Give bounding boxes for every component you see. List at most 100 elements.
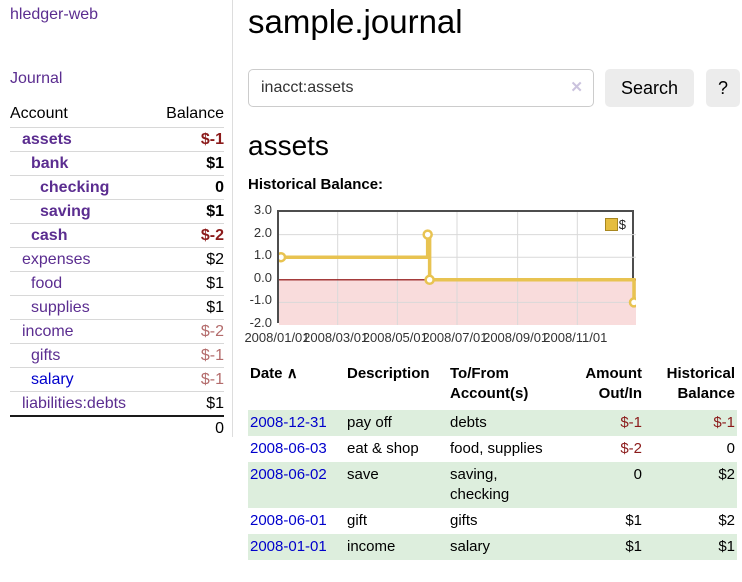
search-bar: ✕ Search ? — [248, 69, 740, 107]
chart-legend: $ — [604, 217, 626, 232]
transaction-description: save — [347, 466, 379, 483]
y-tick-label: 0.0 — [253, 269, 272, 285]
y-tick-label: 1.0 — [253, 247, 272, 263]
transaction-description: income — [347, 538, 396, 555]
account-balance: $1 — [206, 299, 224, 316]
col-balance: Historical Balance — [666, 365, 735, 402]
transaction-description: eat & shop — [347, 440, 419, 457]
register-row: 2008-12-31 pay off debts $-1 $-1 — [248, 410, 737, 436]
y-tick-label: 3.0 — [253, 202, 272, 217]
search-button[interactable]: Search — [604, 69, 694, 107]
account-balance: $1 — [206, 275, 224, 292]
x-tick-label: 2008/11/01 — [543, 330, 608, 345]
clear-search-icon[interactable]: ✕ — [570, 79, 583, 96]
transaction-description: pay off — [347, 414, 392, 431]
transaction-accounts: debts — [450, 414, 487, 431]
legend-label: $ — [618, 217, 626, 232]
account-link[interactable]: supplies — [31, 299, 90, 316]
transaction-amount: $-1 — [620, 414, 642, 431]
transaction-date-link[interactable]: 2008-01-01 — [250, 538, 327, 555]
transaction-accounts: salary — [450, 538, 491, 555]
account-row: liabilities:debts $1 — [10, 391, 224, 417]
transaction-date-link[interactable]: 2008-06-02 — [250, 466, 327, 483]
col-accounts: To/From Account(s) — [450, 365, 529, 402]
x-tick-label: 2008/07/01 — [422, 330, 488, 345]
account-link[interactable]: income — [22, 323, 74, 340]
account-balance: $-2 — [200, 227, 224, 244]
account-link[interactable]: salary — [31, 371, 74, 388]
account-link[interactable]: bank — [31, 155, 69, 172]
transaction-balance: 0 — [726, 440, 735, 457]
account-row: food $1 — [10, 271, 224, 296]
transaction-accounts: saving, checking — [450, 466, 510, 503]
account-balance: $1 — [206, 203, 224, 220]
accounts-header-row: Account Balance — [10, 102, 224, 128]
transaction-amount: 0 — [633, 466, 642, 483]
account-row: supplies $1 — [10, 295, 224, 320]
x-tick-label: 2008/03/01 — [303, 330, 369, 345]
accounts-total-value: 0 — [215, 420, 224, 437]
chart-title: Historical Balance: — [248, 176, 384, 193]
search-input[interactable] — [248, 69, 594, 107]
main-content: sample.journal ✕ Search ? assets Histori… — [244, 0, 740, 560]
x-tick-label: 2008/09/01 — [483, 330, 549, 345]
sidebar: hledger-web Journal Account Balance asse… — [0, 0, 233, 437]
y-tick-label: 2.0 — [253, 224, 272, 240]
register-row: 2008-06-02 save saving, checking 0 $2 — [248, 462, 737, 508]
transaction-date-link[interactable]: 2008-06-01 — [250, 512, 327, 529]
legend-swatch-icon — [604, 218, 618, 231]
accounts-total-row: 0 — [10, 416, 224, 440]
help-button[interactable]: ? — [705, 69, 740, 107]
account-row: expenses $2 — [10, 247, 224, 272]
transaction-amount: $-2 — [620, 440, 642, 457]
transaction-amount: $1 — [625, 538, 642, 555]
account-row: cash $-2 — [10, 223, 224, 248]
accounts-header-account: Account — [10, 105, 68, 122]
account-balance: $-1 — [200, 131, 224, 148]
accounts-table: Account Balance assets $-1 bank $1 checking 0… — [10, 102, 224, 440]
transaction-accounts: gifts — [450, 512, 478, 529]
transaction-date-link[interactable]: 2008-12-31 — [250, 414, 327, 431]
transaction-amount: $1 — [625, 512, 642, 529]
register-header-row: Date ∧ Description To/From Account(s) Am… — [248, 362, 737, 410]
app-title-link[interactable]: hledger-web — [10, 6, 99, 23]
register-row: 2008-06-01 gift gifts $1 $2 — [248, 508, 737, 534]
account-link[interactable]: cash — [31, 227, 68, 244]
account-balance: $-1 — [200, 347, 224, 364]
x-tick-label: 2008/05/01 — [362, 330, 428, 345]
account-link[interactable]: food — [31, 275, 63, 292]
register-row: 2008-06-03 eat & shop food, supplies $-2 0 — [248, 436, 737, 462]
register-row: 2008-01-01 income salary $1 $1 — [248, 534, 737, 560]
page-title: sample.journal — [248, 3, 463, 40]
account-link[interactable]: assets — [22, 131, 72, 148]
account-balance: $1 — [206, 395, 224, 412]
nav-journal-link[interactable]: Journal — [10, 70, 63, 87]
account-row: income $-2 — [10, 319, 224, 344]
account-row: salary $-1 — [10, 367, 224, 392]
chart-plot-area: $ — [277, 210, 636, 325]
col-date[interactable]: Date ∧ — [250, 365, 298, 382]
col-amount: Amount Out/In — [585, 365, 642, 402]
account-balance: 0 — [215, 179, 224, 196]
account-row: assets $-1 — [10, 127, 224, 152]
account-link[interactable]: gifts — [31, 347, 61, 364]
account-link[interactable]: checking — [40, 179, 110, 196]
account-row: gifts $-1 — [10, 343, 224, 368]
account-heading: assets — [248, 130, 329, 161]
account-row: checking 0 — [10, 175, 224, 200]
account-row: bank $1 — [10, 151, 224, 176]
search-input-wrap: ✕ — [248, 69, 594, 107]
account-link[interactable]: expenses — [22, 251, 91, 268]
x-tick-label: 2008/01/01 — [244, 330, 310, 345]
account-row: saving $1 — [10, 199, 224, 224]
register-table: Date ∧ Description To/From Account(s) Am… — [248, 362, 737, 560]
account-link[interactable]: saving — [40, 203, 91, 220]
account-link[interactable]: liabilities:debts — [22, 395, 127, 412]
y-tick-label: -2.0 — [249, 315, 272, 330]
account-balance: $1 — [206, 155, 224, 172]
transaction-date-link[interactable]: 2008-06-03 — [250, 440, 327, 457]
y-tick-label: -1.0 — [249, 292, 272, 308]
account-balance: $-2 — [200, 323, 224, 340]
transaction-description: gift — [347, 512, 368, 529]
transaction-balance: $-1 — [713, 414, 735, 431]
